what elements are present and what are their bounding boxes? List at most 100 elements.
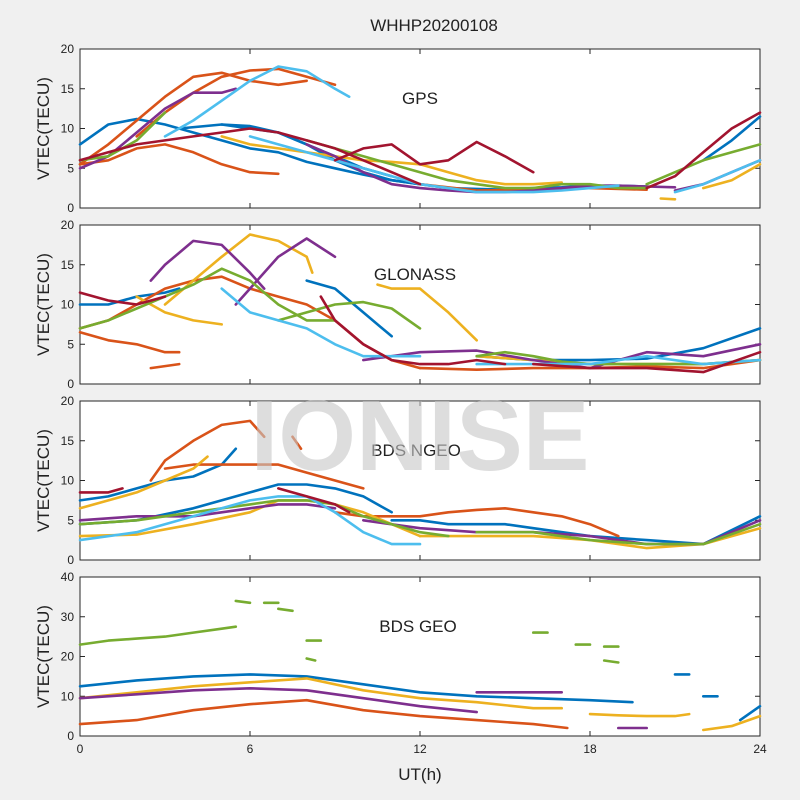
series-line-18 — [248, 135, 620, 194]
y-tick-label: 0 — [67, 729, 74, 743]
y-tick-label: 10 — [61, 474, 75, 488]
series-line-15 — [305, 139, 649, 190]
y-axis-label: VTEC(TECU) — [34, 429, 53, 532]
series-group — [78, 419, 762, 550]
series-line-15 — [78, 487, 124, 494]
y-tick-label: 20 — [61, 42, 75, 56]
series-line-11 — [149, 239, 266, 290]
series-line-19 — [78, 291, 167, 306]
series-line-21 — [531, 350, 762, 374]
series-line-16 — [305, 657, 317, 662]
y-axis-label: VTEC(TECU) — [34, 77, 53, 180]
series-line-9 — [376, 283, 479, 342]
series-line-8 — [135, 295, 223, 326]
y-tick-label: 40 — [61, 570, 75, 584]
y-tick-label: 10 — [61, 298, 75, 312]
series-line-10 — [78, 503, 337, 522]
panel-1: 0 5 10 15 20 VTEC(TECU) GLONASS — [34, 218, 762, 391]
series-line-21 — [333, 140, 535, 174]
series-line-22 — [645, 111, 762, 190]
series-line-9 — [659, 197, 677, 201]
series-line-4 — [149, 362, 181, 370]
series-line-1 — [305, 279, 394, 338]
series-line-2 — [390, 514, 762, 546]
panel-label: GPS — [402, 89, 438, 108]
panel-label: BDS GEO — [379, 617, 456, 636]
series-line-12 — [234, 237, 337, 306]
series-line-16 — [645, 143, 762, 186]
y-tick-label: 15 — [61, 434, 75, 448]
y-axis-label: VTEC(TECU) — [34, 253, 53, 356]
series-line-0 — [78, 117, 649, 191]
series-group — [78, 233, 762, 374]
series-line-6 — [333, 506, 620, 538]
y-tick-label: 0 — [67, 201, 74, 215]
series-line-3 — [149, 419, 266, 482]
panel-label: BDS NGEO — [371, 441, 461, 460]
series-line-5 — [135, 67, 337, 138]
series-line-20 — [319, 295, 507, 366]
series-line-3 — [701, 115, 762, 162]
series-line-11 — [78, 625, 238, 646]
series-line-6 — [588, 712, 691, 718]
series-line-3 — [738, 704, 762, 722]
panel-label: GLONASS — [374, 265, 456, 284]
series-line-7 — [163, 233, 314, 306]
series-group — [78, 65, 762, 201]
series-line-13 — [475, 522, 762, 546]
y-tick-label: 15 — [61, 82, 75, 96]
panel-2: 0 5 10 15 20 VTEC(TECU) BDS NGEO — [34, 394, 762, 567]
series-line-20 — [78, 127, 422, 186]
series-line-16 — [276, 487, 351, 514]
y-tick-label: 10 — [61, 689, 75, 703]
x-tick-label: 18 — [583, 742, 597, 756]
series-line-12 — [234, 599, 252, 605]
series-line-17 — [163, 65, 351, 138]
series-line-10 — [701, 163, 762, 190]
panels: 0 5 10 15 20 VTEC(TECU) GPS 0 5 10 15 20 VTEC(TECU) G… — [34, 42, 767, 756]
series-line-7 — [78, 455, 209, 510]
y-tick-label: 20 — [61, 650, 75, 664]
x-tick-label: 6 — [247, 742, 254, 756]
series-line-0 — [78, 673, 634, 704]
series-group — [78, 599, 762, 732]
series-line-3 — [78, 330, 181, 354]
series-line-12 — [78, 499, 450, 538]
y-tick-label: 0 — [67, 553, 74, 567]
series-line-15 — [276, 300, 422, 330]
panel-3: 0 10 20 30 40 0 6 12 18 24 VTEC(TECU) BDS GEO — [34, 570, 767, 756]
figure-title: WHHP20200108 — [370, 16, 498, 35]
y-tick-label: 5 — [67, 337, 74, 351]
series-line-8 — [220, 135, 564, 186]
y-tick-label: 5 — [67, 161, 74, 175]
x-tick-label: 24 — [753, 742, 767, 756]
x-axis-label: UT(h) — [398, 765, 441, 784]
series-line-14 — [78, 495, 422, 546]
panel-0: 0 5 10 15 20 VTEC(TECU) GPS — [34, 42, 762, 215]
y-tick-label: 20 — [61, 218, 75, 232]
series-line-20 — [602, 659, 620, 664]
series-line-5 — [78, 677, 564, 710]
y-tick-label: 30 — [61, 610, 75, 624]
series-line-4 — [291, 435, 303, 451]
series-line-2 — [220, 123, 422, 186]
y-axis-label: VTEC(TECU) — [34, 605, 53, 708]
series-line-8 — [78, 686, 479, 714]
x-tick-label: 0 — [77, 742, 84, 756]
watermark: IONISE — [251, 380, 590, 492]
series-line-18 — [475, 354, 762, 366]
series-line-6 — [78, 143, 280, 176]
series-line-19 — [673, 159, 762, 194]
series-line-4 — [78, 698, 569, 730]
y-tick-label: 0 — [67, 377, 74, 391]
series-line-7 — [701, 714, 762, 732]
x-tick-label: 12 — [413, 742, 427, 756]
y-tick-label: 20 — [61, 394, 75, 408]
y-tick-label: 5 — [67, 513, 74, 527]
series-line-14 — [276, 607, 294, 613]
y-tick-label: 10 — [61, 122, 75, 136]
series-line-4 — [78, 71, 309, 166]
series-line-14 — [78, 267, 337, 330]
y-tick-label: 15 — [61, 258, 75, 272]
